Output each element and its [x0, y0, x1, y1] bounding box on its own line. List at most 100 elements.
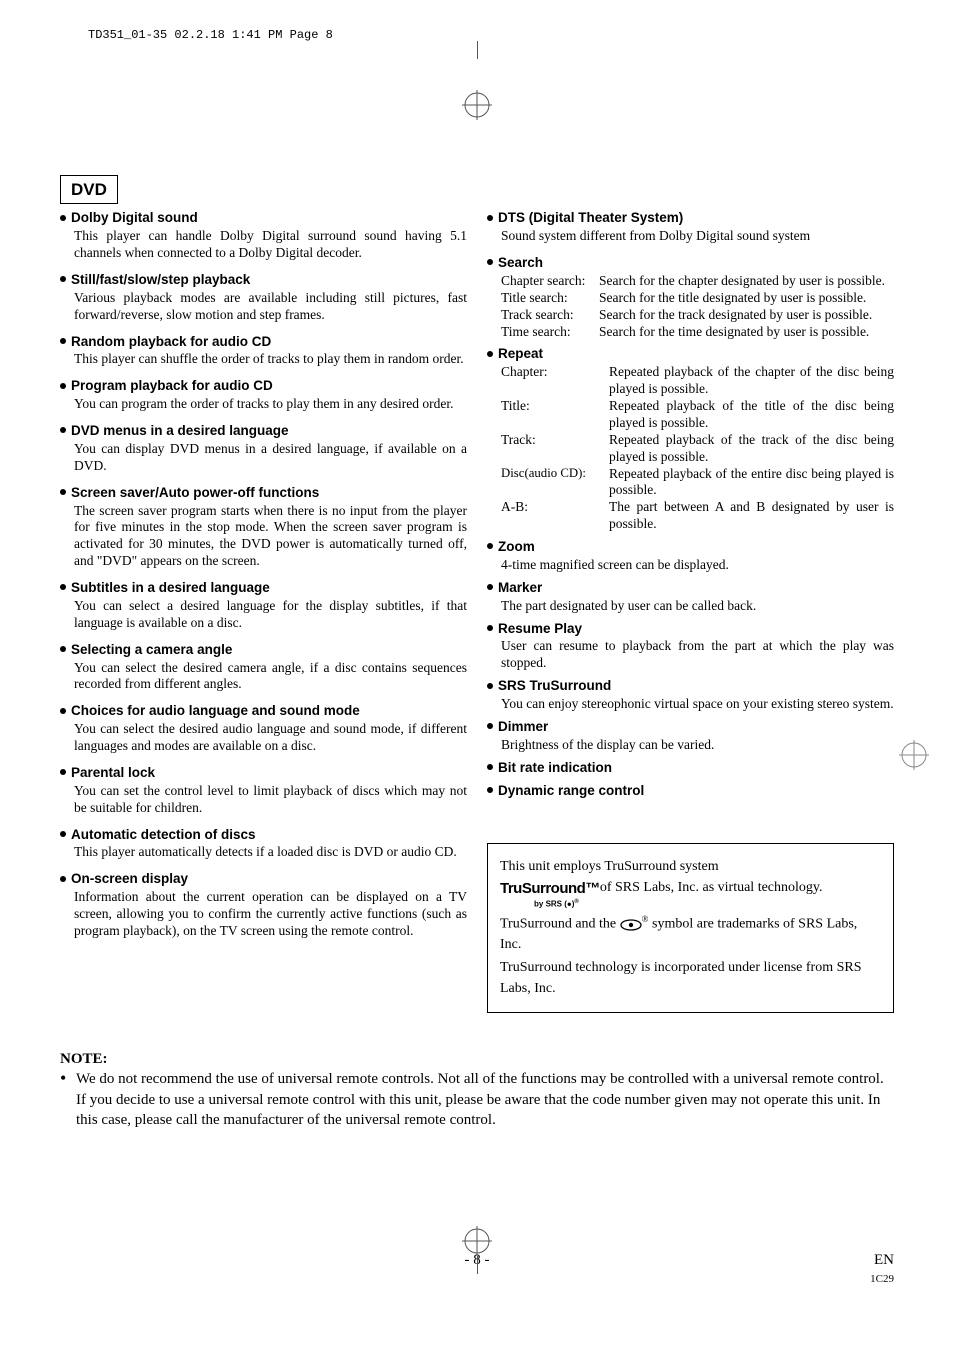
feature-body: The part designated by user can be calle… [501, 598, 894, 615]
feature-title: Repeat [498, 346, 543, 361]
feature-body: Brightness of the display can be varied. [501, 737, 894, 754]
feature-title: SRS TruSurround [498, 678, 611, 693]
box-text: TruSurround and the [500, 917, 620, 932]
feature-body: You can set the control level to limit p… [74, 783, 467, 817]
feature-item: Screen saver/Auto power-off functions The… [60, 485, 467, 570]
feature-body: Information about the current operation … [74, 889, 467, 940]
registration-icon [462, 90, 492, 120]
feature-item: Selecting a camera angle You can select t… [60, 642, 467, 694]
kv-val: The part between A and B designated by u… [609, 499, 894, 533]
feature-item: Still/fast/slow/step playback Various pla… [60, 272, 467, 324]
feature-body: You can select the desired camera angle,… [74, 660, 467, 694]
kv-key: Chapter: [501, 364, 609, 398]
feature-title: Bit rate indication [498, 760, 612, 775]
kv-row: Title:Repeated playback of the title of … [501, 398, 894, 432]
crop-mark-right [899, 740, 929, 775]
trusurround-logo: TruSurround™ by SRS (●)® [500, 878, 600, 911]
kv-row: Chapter:Repeated playback of the chapter… [501, 364, 894, 398]
feature-body: This player can handle Dolby Digital sur… [74, 228, 467, 262]
by-label: by [534, 900, 546, 909]
kv-key: Title: [501, 398, 609, 432]
box-line: This unit employs TruSurround system [500, 857, 881, 877]
feature-body: You can program the order of tracks to p… [74, 396, 467, 413]
feature-title: Automatic detection of discs [71, 827, 256, 842]
feature-body: You can select a desired language for th… [74, 598, 467, 632]
note-body: We do not recommend the use of universal… [76, 1071, 884, 1087]
kv-key: Disc(audio CD): [501, 466, 609, 500]
feature-title: Dolby Digital sound [71, 210, 198, 225]
srs-symbol-icon: SRS (●) [546, 900, 575, 909]
feature-item: Subtitles in a desired language You can s… [60, 580, 467, 632]
kv-row: Chapter search:Search for the chapter de… [501, 273, 894, 290]
feature-item: Program playback for audio CD You can pro… [60, 378, 467, 413]
feature-title: On-screen display [71, 871, 188, 886]
footer-lang: EN [874, 1252, 894, 1268]
feature-title: Resume Play [498, 621, 582, 636]
feature-title: Zoom [498, 539, 535, 554]
feature-item: Zoom 4-time magnified screen can be displ… [487, 539, 894, 574]
feature-item: DVD menus in a desired language You can d… [60, 423, 467, 475]
kv-row: Track:Repeated playback of the track of … [501, 432, 894, 466]
kv-key: Chapter search: [501, 273, 599, 290]
feature-title: Random playback for audio CD [71, 334, 271, 349]
kv-row: Title search:Search for the title design… [501, 290, 894, 307]
feature-title: Subtitles in a desired language [71, 580, 270, 595]
left-column: Dolby Digital sound This player can handl… [60, 210, 467, 1013]
registration-icon [462, 1226, 492, 1256]
bullet-icon: • [60, 1069, 76, 1130]
note-title: NOTE: [60, 1049, 894, 1069]
feature-body: Sound system different from Dolby Digita… [501, 228, 894, 245]
feature-title: Choices for audio language and sound mod… [71, 703, 360, 718]
feature-body: The screen saver program starts when the… [74, 503, 467, 571]
feature-item: SRS TruSurround You can enjoy stereophoni… [487, 678, 894, 713]
feature-body: You can enjoy stereophonic virtual space… [501, 696, 894, 713]
feature-item: Automatic detection of discsThis player … [60, 827, 467, 862]
feature-item: DTS (Digital Theater System)Sound system… [487, 210, 894, 245]
registration-icon [899, 740, 929, 770]
kv-val: Repeated playback of the title of the di… [609, 398, 894, 432]
crop-mark-bottom [462, 1226, 492, 1261]
feature-item: Resume Play User can resume to playback f… [487, 621, 894, 673]
right-column: DTS (Digital Theater System)Sound system… [487, 210, 894, 1013]
trusurround-note-box: This unit employs TruSurround system Tru… [487, 843, 894, 1013]
print-header-line: TD351_01-35 02.2.18 1:41 PM Page 8 [88, 28, 333, 43]
feature-title: DVD menus in a desired language [71, 423, 289, 438]
kv-row: Time search:Search for the time designat… [501, 324, 894, 341]
kv-val: Search for the time designated by user i… [599, 324, 894, 341]
feature-item: On-screen display Information about the c… [60, 871, 467, 940]
kv-row: Disc(audio CD):Repeated playback of the … [501, 466, 894, 500]
kv-key: A-B: [501, 499, 609, 533]
kv-val: Search for the chapter designated by use… [599, 273, 894, 290]
kv-key: Track search: [501, 307, 599, 324]
feature-item: Choices for audio language and sound mod… [60, 703, 467, 755]
feature-item: Dolby Digital sound This player can handl… [60, 210, 467, 262]
feature-title: Still/fast/slow/step playback [71, 272, 250, 287]
feature-title: Parental lock [71, 765, 155, 780]
feature-title: Dimmer [498, 719, 548, 734]
feature-item: Dimmer Brightness of the display can be v… [487, 719, 894, 754]
feature-item: Search Chapter search:Search for the cha… [487, 255, 894, 340]
feature-body: This player can shuffle the order of tra… [74, 351, 467, 368]
feature-body: 4-time magnified screen can be displayed… [501, 557, 894, 574]
feature-title: Program playback for audio CD [71, 378, 273, 393]
feature-body: You can display DVD menus in a desired l… [74, 441, 467, 475]
kv-val: Repeated playback of the track of the di… [609, 432, 894, 466]
page: TD351_01-35 02.2.18 1:41 PM Page 8 DVD D… [0, 0, 954, 1351]
note-body: If you decide to use a universal remote … [76, 1092, 880, 1128]
content-columns: Dolby Digital sound This player can handl… [60, 210, 894, 1013]
feature-body: Various playback modes are available inc… [74, 290, 467, 324]
kv-val: Search for the track designated by user … [599, 307, 894, 324]
srs-symbol-icon [620, 919, 642, 931]
box-text: of SRS Labs, Inc. as virtual technology. [600, 880, 823, 895]
dvd-heading-box: DVD [60, 175, 118, 204]
feature-title: Dynamic range control [498, 783, 644, 798]
feature-body: User can resume to playback from the par… [501, 638, 894, 672]
kv-key: Track: [501, 432, 609, 466]
feature-item: Parental lock You can set the control lev… [60, 765, 467, 817]
feature-title: Selecting a camera angle [71, 642, 232, 657]
kv-row: Track search:Search for the track design… [501, 307, 894, 324]
feature-item: Repeat Chapter:Repeated playback of the … [487, 346, 894, 533]
feature-title: Screen saver/Auto power-off functions [71, 485, 319, 500]
trusurround-logo-top: TruSurround™ [500, 880, 600, 897]
feature-item: Random playback for audio CD This player … [60, 334, 467, 369]
